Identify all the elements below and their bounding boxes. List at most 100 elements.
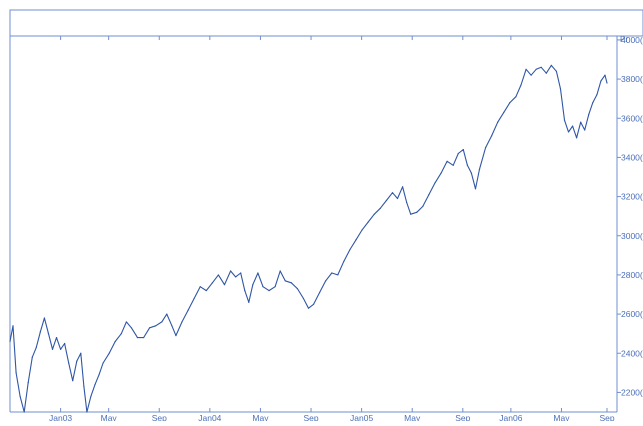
data-point <box>355 239 357 241</box>
data-point <box>466 164 468 166</box>
data-point <box>545 72 547 74</box>
data-point <box>379 207 381 209</box>
data-point <box>76 360 78 362</box>
data-point <box>416 211 418 213</box>
data-point <box>94 383 96 386</box>
data-point <box>503 111 505 113</box>
data-point <box>187 309 189 311</box>
data-point <box>515 96 517 98</box>
data-point <box>559 88 562 90</box>
data-point <box>252 284 254 286</box>
data-point <box>452 164 454 166</box>
data-point <box>72 380 74 382</box>
data-point <box>296 288 298 290</box>
data-point <box>166 313 168 315</box>
x-tick-label: Sep <box>599 413 614 421</box>
data-point <box>567 131 570 133</box>
data-point <box>391 192 394 194</box>
data-point <box>223 284 226 286</box>
data-point <box>51 348 54 350</box>
data-point <box>462 148 464 151</box>
data-point <box>175 335 177 337</box>
data-point <box>98 374 100 376</box>
data-point <box>47 333 50 335</box>
data-point <box>23 411 25 413</box>
data-point <box>520 84 522 86</box>
data-point <box>193 297 195 300</box>
data-point <box>422 205 424 207</box>
data-point <box>257 272 259 274</box>
data-point <box>470 172 473 174</box>
data-point <box>86 411 88 413</box>
data-point <box>307 307 310 309</box>
data-point <box>114 340 116 343</box>
data-point <box>64 342 66 345</box>
data-point <box>331 272 333 274</box>
data-point <box>9 340 11 343</box>
y-unit-label: Pr <box>620 35 628 44</box>
data-point <box>484 147 487 149</box>
data-point <box>337 274 339 276</box>
data-point <box>68 362 70 364</box>
data-point <box>229 270 232 272</box>
data-point <box>43 317 46 319</box>
data-point <box>59 348 62 350</box>
data-point <box>312 303 315 305</box>
data-point <box>217 274 220 276</box>
data-point <box>580 121 582 123</box>
data-point <box>600 80 602 82</box>
data-point <box>102 362 104 364</box>
y-axis-ticks: 2200(2400(2600(2800(3000(3200(3400(3600(… <box>617 35 643 397</box>
data-point <box>491 135 493 137</box>
data-point <box>80 352 82 354</box>
data-point <box>240 272 242 274</box>
data-point <box>361 229 363 231</box>
data-point <box>588 113 590 115</box>
data-point <box>406 201 408 204</box>
x-axis-ticks: Jan03 May Sep Jan04 May Sep Jan05 May Sep Jan06 Ma… <box>9 36 615 423</box>
y-tick-label: 2400( <box>621 348 643 358</box>
data-point <box>12 325 14 327</box>
data-point <box>509 101 511 104</box>
x-tick-label: May <box>101 413 118 421</box>
y-tick-label: 2600( <box>621 309 643 319</box>
data-point <box>27 382 29 384</box>
y-tick-label: 3400( <box>621 152 643 162</box>
data-point <box>457 152 459 155</box>
data-point <box>325 280 327 282</box>
data-point <box>211 282 213 284</box>
y-tick-label: 3600( <box>621 113 643 123</box>
data-point <box>235 276 237 278</box>
data-point <box>171 325 173 327</box>
data-point <box>402 186 404 188</box>
data-point <box>55 336 58 339</box>
data-point <box>535 68 537 70</box>
data-point <box>120 333 122 335</box>
data-point <box>367 221 369 223</box>
x-tick-label: Jan06 <box>499 413 522 421</box>
data-point <box>497 121 499 123</box>
data-point <box>474 188 477 190</box>
y-tick-label: 4000( <box>621 35 643 45</box>
data-point <box>606 82 608 84</box>
data-point <box>530 74 532 76</box>
data-point <box>130 327 133 329</box>
data-point <box>244 289 246 292</box>
data-point <box>248 301 250 303</box>
data-point <box>205 289 207 292</box>
data-point <box>478 168 481 170</box>
data-point <box>19 395 21 397</box>
x-tick-label: Jan05 <box>350 413 373 421</box>
data-point <box>90 395 92 397</box>
data-point <box>302 297 305 300</box>
x-tick-label: Jan04 <box>198 413 221 421</box>
data-point <box>576 137 578 139</box>
data-point <box>525 68 527 70</box>
x-tick-label: Jan03 <box>49 413 72 421</box>
data-point <box>385 199 388 202</box>
data-point <box>155 325 157 327</box>
series-line <box>9 64 608 413</box>
